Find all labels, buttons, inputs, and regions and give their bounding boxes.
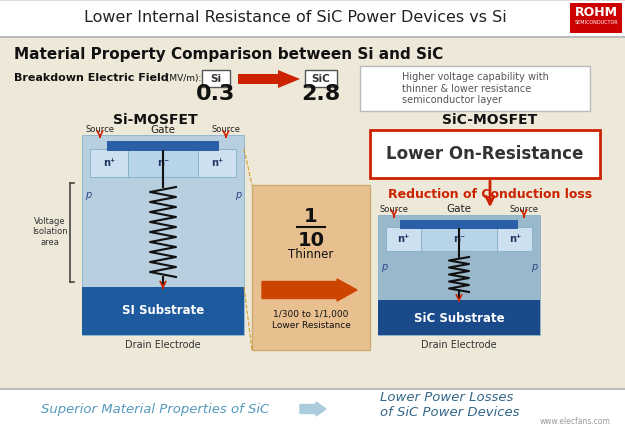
Text: SiC-MOSFET: SiC-MOSFET <box>442 113 538 127</box>
Bar <box>386 227 421 251</box>
Bar <box>570 3 622 33</box>
Text: SiC Substrate: SiC Substrate <box>414 311 504 324</box>
Text: Drain Electrode: Drain Electrode <box>125 340 201 350</box>
Text: n⁺: n⁺ <box>211 158 223 168</box>
Text: p: p <box>85 190 91 200</box>
Bar <box>82 135 244 335</box>
Text: Source: Source <box>211 126 241 135</box>
Bar <box>370 130 600 178</box>
Polygon shape <box>238 70 300 88</box>
Bar <box>0 389 625 429</box>
Bar <box>0 36 625 37</box>
Text: n⁺: n⁺ <box>397 234 409 244</box>
Text: Material Property Comparison between Si and SiC: Material Property Comparison between Si … <box>14 48 443 63</box>
Bar <box>0 0 625 36</box>
Bar <box>0 37 625 390</box>
Text: Source: Source <box>379 205 409 214</box>
Bar <box>360 66 590 111</box>
Text: 1/300 to 1/1,000
Lower Resistance: 1/300 to 1/1,000 Lower Resistance <box>271 310 351 330</box>
Bar <box>497 227 532 251</box>
Text: 1: 1 <box>304 208 318 227</box>
Text: Superior Material Properties of SiC: Superior Material Properties of SiC <box>41 402 269 416</box>
Bar <box>378 300 540 335</box>
Text: Lower On-Resistance: Lower On-Resistance <box>386 145 584 163</box>
Bar <box>0 388 625 390</box>
Text: (MV/m):: (MV/m): <box>163 73 201 82</box>
Text: SI Substrate: SI Substrate <box>122 305 204 317</box>
Text: Breakdown Electric Field: Breakdown Electric Field <box>14 73 169 83</box>
Bar <box>252 185 370 350</box>
Bar <box>0 0 625 1</box>
Bar <box>128 149 198 177</box>
Text: n⁻: n⁻ <box>453 234 465 244</box>
Text: Drain Electrode: Drain Electrode <box>421 340 497 350</box>
FancyArrow shape <box>262 279 357 301</box>
Text: n⁺: n⁺ <box>509 234 521 244</box>
Text: p: p <box>381 262 387 272</box>
Text: Source: Source <box>509 205 539 214</box>
Text: ROHM: ROHM <box>574 6 618 18</box>
Text: www.elecfans.com: www.elecfans.com <box>539 417 611 426</box>
Text: n⁻: n⁻ <box>157 158 169 168</box>
Text: Reduction of Conduction loss: Reduction of Conduction loss <box>388 188 592 202</box>
Text: p: p <box>235 190 241 200</box>
Text: 0.3: 0.3 <box>196 84 236 104</box>
Text: Gate: Gate <box>151 125 176 135</box>
Text: Source: Source <box>86 126 114 135</box>
Bar <box>421 227 497 251</box>
Text: Si: Si <box>211 73 222 84</box>
Text: Lower Power Losses
of SiC Power Devices: Lower Power Losses of SiC Power Devices <box>380 391 520 419</box>
Bar <box>198 149 236 177</box>
Text: Higher voltage capability with
thinner & lower resistance
semiconductor layer: Higher voltage capability with thinner &… <box>402 72 549 105</box>
FancyArrow shape <box>300 402 326 416</box>
Text: Gate: Gate <box>446 204 471 214</box>
Bar <box>378 215 540 335</box>
Bar <box>90 149 128 177</box>
Text: SiC: SiC <box>312 73 331 84</box>
Text: 10: 10 <box>298 230 324 250</box>
Text: Si-MOSFET: Si-MOSFET <box>112 113 198 127</box>
Text: SEMICONDUCTOR: SEMICONDUCTOR <box>574 19 618 24</box>
Text: Thinner: Thinner <box>288 248 334 262</box>
Text: p: p <box>531 262 537 272</box>
Text: Lower Internal Resistance of SiC Power Devices vs Si: Lower Internal Resistance of SiC Power D… <box>84 10 506 25</box>
Bar <box>82 287 244 335</box>
Text: n⁺: n⁺ <box>103 158 115 168</box>
Bar <box>400 220 518 229</box>
Bar <box>202 70 230 87</box>
Bar <box>305 70 337 87</box>
Text: 2.8: 2.8 <box>301 84 341 104</box>
Text: Voltage
Isolation
area: Voltage Isolation area <box>32 217 68 247</box>
Bar <box>107 141 219 151</box>
